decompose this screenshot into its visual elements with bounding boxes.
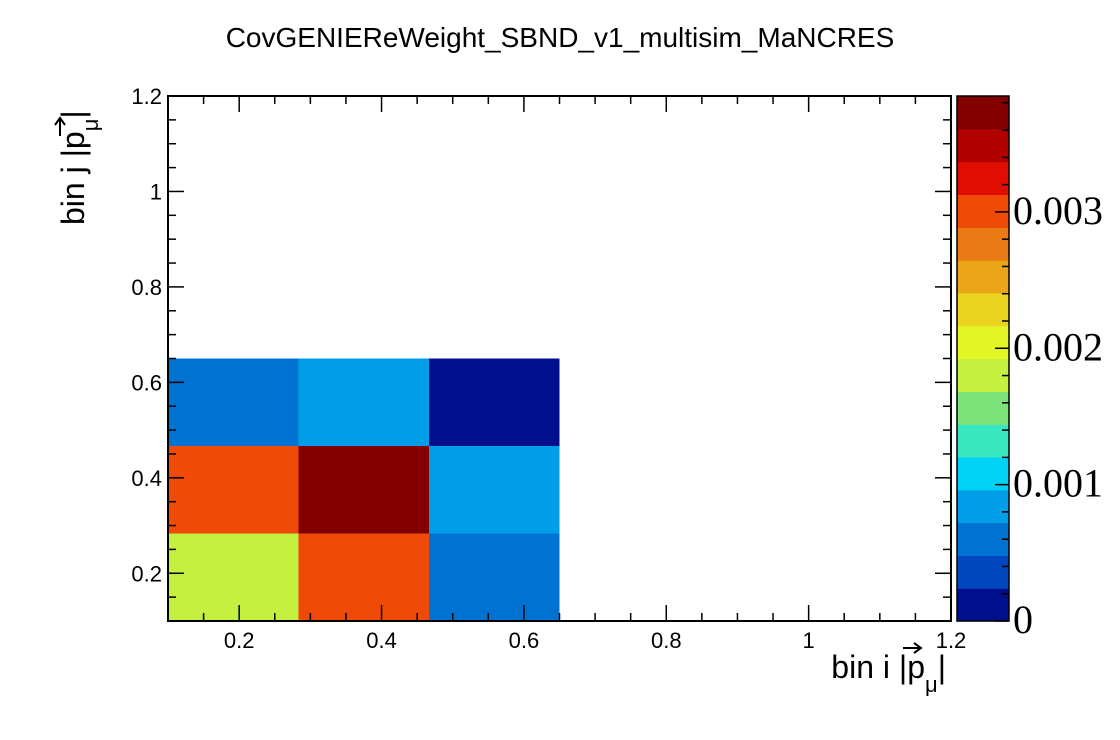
y-tick-label: 0.8 <box>131 275 162 300</box>
heatmap-cell <box>168 445 299 534</box>
colorbar-tick-labels: 0 0.001 0.002 0.003 <box>1013 188 1103 642</box>
axis-ticks <box>167 95 952 622</box>
y-axis-label-var: p <box>55 131 91 149</box>
colorbar-frame <box>956 95 1010 622</box>
y-axis-label-sub: μ <box>78 119 103 132</box>
x-tick-label: 0.6 <box>509 628 540 653</box>
heatmap-cell <box>168 358 299 446</box>
y-axis-label-suffix: | <box>55 110 91 118</box>
colorbar-band <box>957 194 1009 228</box>
x-axis-label: bin i |pμ| <box>831 649 946 697</box>
colorbar-band <box>957 489 1009 524</box>
x-axis-vector-arrow <box>903 642 923 654</box>
colorbar-band <box>957 391 1009 425</box>
heatmap-cell <box>298 358 430 446</box>
colorbar <box>956 95 1010 622</box>
chart-title: CovGENIEReWeight_SBND_v1_multisim_MaNCRE… <box>226 22 895 53</box>
colorbar-band <box>957 227 1009 261</box>
colorbar-band <box>957 260 1009 294</box>
y-axis-label-prefix: bin j | <box>55 149 91 225</box>
colorbar-tick-label: 0.001 <box>1013 461 1103 506</box>
colorbar-band <box>957 325 1009 360</box>
heatmap-cell <box>298 533 430 621</box>
heatmap-cell <box>429 358 560 446</box>
heatmap-cell <box>429 533 560 621</box>
x-tick-labels: 0.2 0.4 0.6 0.8 1 1.2 <box>224 628 966 653</box>
colorbar-band <box>957 424 1009 458</box>
x-axis-label-var: p <box>907 649 925 685</box>
colorbar-band <box>957 96 1009 130</box>
x-tick-label: 0.4 <box>366 628 397 653</box>
x-tick-label: 0.2 <box>224 628 255 653</box>
y-tick-label: 0.6 <box>131 370 162 395</box>
colorbar-band <box>957 292 1009 327</box>
colorbar-tick-label: 0.003 <box>1013 188 1103 233</box>
colorbar-band <box>957 161 1009 196</box>
plot-frame <box>167 95 952 622</box>
x-tick-label: 1 <box>803 628 815 653</box>
colorbar-band <box>957 358 1009 392</box>
colorbar-tick-label: 0 <box>1013 597 1033 642</box>
y-tick-label: 0.2 <box>131 561 162 586</box>
x-axis-label-sub: μ <box>925 672 938 697</box>
colorbar-band <box>957 555 1009 589</box>
y-tick-label: 0.4 <box>131 466 162 491</box>
colorbar-band <box>957 588 1009 622</box>
y-tick-label: 1 <box>150 179 162 204</box>
y-tick-label: 1.2 <box>131 84 162 109</box>
x-axis-label-suffix: | <box>938 649 946 685</box>
colorbar-tick-label: 0.002 <box>1013 324 1103 369</box>
heatmap-cell <box>298 445 430 534</box>
y-tick-labels: 0.2 0.4 0.6 0.8 1 1.2 <box>131 84 162 586</box>
y-axis-label: bin j |pμ| <box>55 110 103 225</box>
heatmap-cell <box>168 533 299 621</box>
colorbar-band <box>957 522 1009 556</box>
colorbar-band <box>957 128 1009 163</box>
heatmap-cell <box>429 445 560 534</box>
x-axis-label-prefix: bin i | <box>831 649 907 685</box>
heatmap-cells <box>168 358 560 621</box>
x-tick-label: 0.8 <box>651 628 682 653</box>
y-axis-vector-arrow <box>54 116 66 136</box>
x-tick-label: 1.2 <box>936 628 967 653</box>
